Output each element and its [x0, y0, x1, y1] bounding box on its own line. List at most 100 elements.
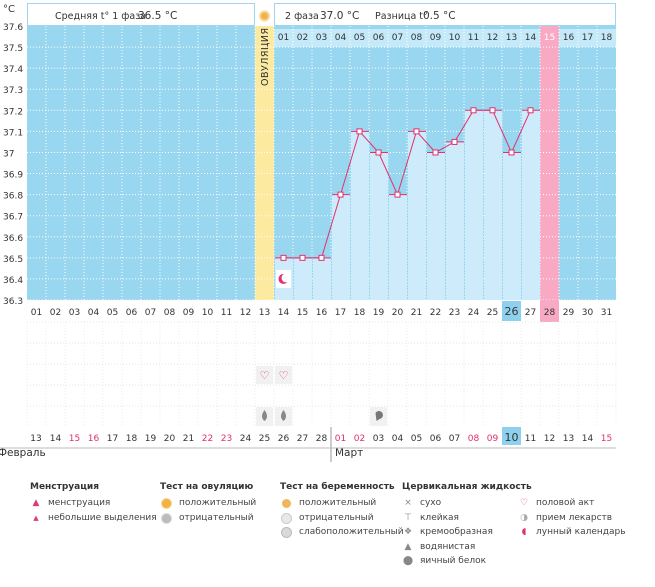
- diff-value: 0.5 °C: [423, 10, 456, 22]
- temperature-point: [299, 254, 306, 261]
- phase2-day-label: 08: [411, 33, 423, 43]
- ovulation-column: [255, 26, 274, 300]
- temperature-point: [489, 107, 496, 114]
- cycle-day-label: 28: [544, 308, 556, 318]
- cycle-day-label: 18: [354, 308, 366, 318]
- temperature-point: [527, 107, 534, 114]
- calendar-date-label: 15: [601, 434, 612, 444]
- calendar-date-label: 02: [354, 434, 365, 444]
- temperature-bar: [465, 110, 483, 300]
- temperature-bar: [294, 257, 312, 300]
- cycle-day-label: 26: [505, 305, 519, 318]
- phase2-day-label: 06: [373, 33, 385, 43]
- legend-cervical-title: Цервикальная жидкость: [402, 482, 532, 492]
- calendar-date-label: 01: [335, 434, 346, 444]
- y-tick-label: 36.4: [3, 276, 23, 286]
- calendar-date-label: 03: [373, 434, 384, 444]
- temperature-bar: [427, 152, 445, 300]
- cycle-day-label: 01: [31, 308, 42, 318]
- y-tick-label: 37.3: [3, 86, 23, 96]
- cycle-day-label: 16: [316, 308, 328, 318]
- calendar-row: [0, 427, 616, 447]
- legend-menstruation-item: менструация: [48, 498, 111, 509]
- legend-cv-eggwhite: яичный белок: [420, 556, 487, 567]
- drop-large-icon: ▲: [32, 498, 40, 509]
- legend-menstruation-title: Менструация: [30, 482, 99, 492]
- calendar-date-label: 11: [525, 434, 536, 444]
- calendar-date-label: 22: [202, 434, 213, 444]
- phase2-day-label: 04: [335, 33, 347, 43]
- sex-cell: [275, 366, 292, 384]
- temperature-bar: [351, 131, 369, 300]
- y-tick-label: 37.6: [3, 23, 23, 33]
- calendar-date-label: 08: [468, 434, 480, 444]
- legend-pregnancy-test: Тест на беременность положительный отриц…: [280, 482, 404, 540]
- temperature-point: [451, 138, 458, 145]
- month-label: Март: [335, 447, 363, 459]
- y-tick-label: 36.6: [3, 234, 23, 244]
- pregnancy-positive-icon: [282, 499, 291, 509]
- calendar-date-label: 20: [164, 434, 176, 444]
- temperature-bar: [522, 110, 540, 300]
- calendar-date-label: 06: [430, 434, 442, 444]
- cycle-day-label: 25: [487, 308, 498, 318]
- cycle-day-label: 31: [601, 308, 612, 318]
- header-phase2-box: [274, 3, 616, 26]
- cycle-day-label: 04: [88, 308, 100, 318]
- phase2-day-label: 12: [487, 33, 498, 43]
- legend-cervical: Цервикальная жидкость × сухо ⊤ клейкая ❖ кр…: [402, 482, 532, 569]
- temperature-point: [470, 107, 477, 114]
- phase2-day-label: 15: [544, 33, 555, 43]
- dry-icon: ×: [404, 498, 412, 509]
- cycle-day-label: 23: [449, 308, 460, 318]
- cycle-day-label: 24: [468, 308, 480, 318]
- temperature-point: [394, 191, 401, 198]
- legend-ov-positive: положительный: [179, 498, 257, 509]
- watery-icon: ▲: [404, 541, 412, 552]
- legend-cv-creamy: кремообразная: [420, 527, 493, 538]
- period-cycle-cell: [540, 300, 559, 322]
- cycle-day-label: 05: [107, 308, 118, 318]
- cycle-day-label: 12: [240, 308, 251, 318]
- sex-cell: [256, 366, 273, 384]
- y-tick-label: 36.8: [3, 192, 23, 202]
- predicted-period-column: [540, 26, 559, 300]
- pregnancy-weak-icon: [282, 528, 291, 538]
- legend-moon: лунный календарь: [536, 527, 626, 538]
- legend-sex: половой акт: [536, 498, 595, 509]
- egg-white-icon: ⬤: [402, 556, 414, 567]
- legend-cv-watery: водянистая: [420, 541, 476, 552]
- phase2-day-label: 18: [601, 33, 613, 43]
- today-calendar-cell: [502, 427, 521, 445]
- calendar-date-label: 27: [297, 434, 308, 444]
- calendar-date-label: 21: [183, 434, 194, 444]
- cycle-day-label: 19: [373, 308, 385, 318]
- temperature-bar: [389, 194, 407, 300]
- cycle-day-label: 02: [50, 308, 61, 318]
- temperature-point: [280, 254, 287, 261]
- cycle-day-label: 17: [335, 308, 346, 318]
- calendar-date-label: 07: [449, 434, 460, 444]
- y-tick-label: 37: [3, 149, 14, 159]
- y-tick-label: 36.5: [3, 255, 23, 265]
- phase2-day-label: 01: [278, 33, 289, 43]
- temperature-point: [508, 149, 515, 156]
- phase2-day-label: 10: [449, 33, 461, 43]
- diff-label: Разница t°: [375, 11, 428, 22]
- legend-menstruation: Менструация ▲ менструация ▲ небольшие выде…: [30, 482, 157, 525]
- month-label: Февраль: [0, 447, 46, 459]
- moon-icon: ◖: [521, 527, 527, 538]
- calendar-date-label: 12: [544, 434, 555, 444]
- phase2-label: 2 фаза: [285, 11, 319, 22]
- creamy-icon: [375, 411, 383, 421]
- calendar-date-label: 15: [69, 434, 80, 444]
- calendar-date-label: 14: [50, 434, 62, 444]
- phase2-day-label: 02: [297, 33, 308, 43]
- cycle-day-label: 11: [221, 308, 232, 318]
- ovulation-negative-icon: [162, 513, 171, 523]
- calendar-date-label: 25: [259, 434, 270, 444]
- cycle-day-label: 20: [392, 308, 404, 318]
- cycle-day-label: 22: [430, 308, 441, 318]
- cycle-day-label: 03: [69, 308, 80, 318]
